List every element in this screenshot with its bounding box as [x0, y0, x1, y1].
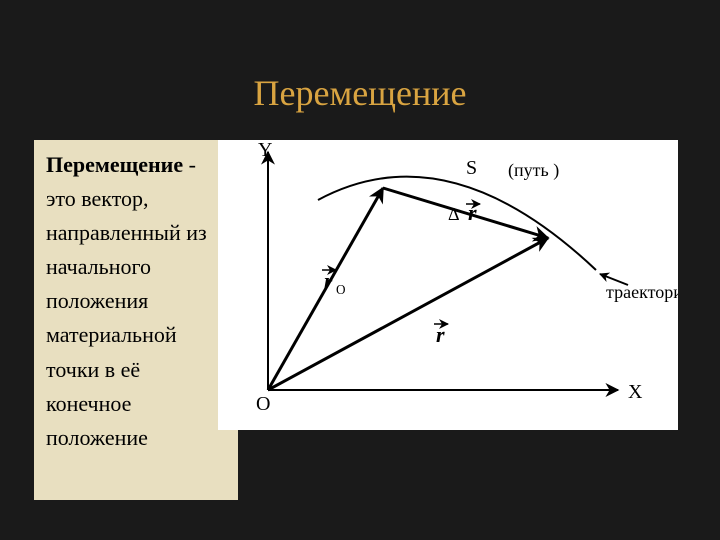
vector-diagram: OXYrOrΔrS(путь )траектория: [218, 140, 678, 430]
svg-text:(путь ): (путь ): [508, 160, 559, 181]
svg-text:r: r: [468, 200, 477, 225]
definition-body: - это вектор, направленный из начального…: [46, 152, 207, 450]
slide-title-text: Перемещение: [254, 73, 467, 113]
svg-text:Y: Y: [258, 140, 272, 161]
svg-text:O: O: [336, 282, 346, 297]
svg-text:O: O: [256, 393, 270, 415]
definition-box: Перемещение - это вектор, направленный и…: [34, 140, 238, 500]
svg-text:Δ: Δ: [448, 204, 460, 224]
svg-text:X: X: [628, 381, 643, 403]
svg-text:траектория: траектория: [606, 282, 678, 302]
svg-text:S: S: [466, 157, 477, 179]
definition-term: Перемещение: [46, 152, 183, 177]
svg-text:r: r: [324, 268, 333, 293]
slide-title: Перемещение: [0, 72, 720, 114]
svg-text:r: r: [436, 322, 445, 347]
diagram-panel: OXYrOrΔrS(путь )траектория: [218, 140, 678, 430]
